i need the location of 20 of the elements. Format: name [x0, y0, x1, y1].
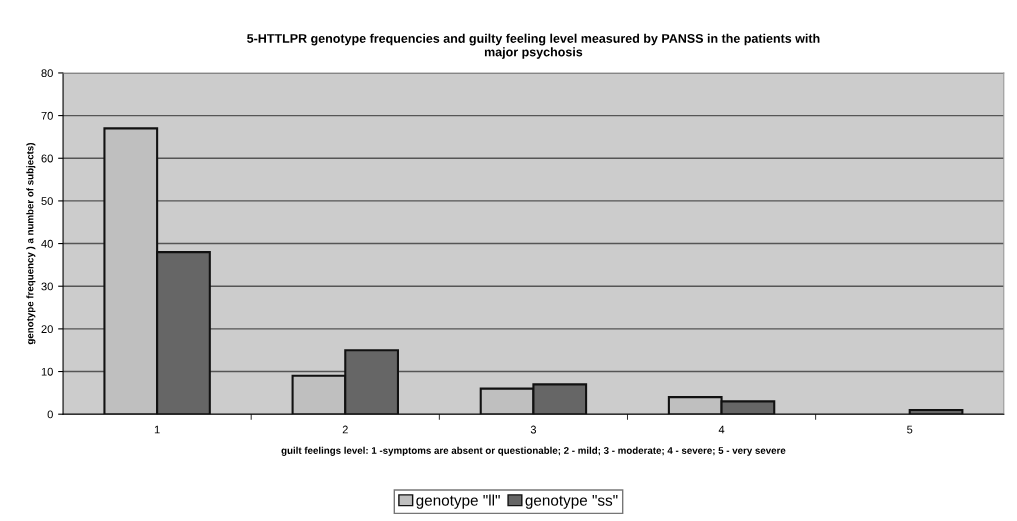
bar — [908, 408, 964, 415]
y-axis-title: genotype frequency ) a number of subjects) — [26, 143, 36, 345]
y-tick-label: 30 — [41, 282, 53, 291]
y-tick-label: 60 — [41, 154, 53, 163]
y-tick-label: 0 — [47, 410, 53, 419]
x-tick-label: 2 — [342, 425, 348, 434]
x-tick-label: 5 — [907, 425, 913, 434]
y-tick-label: 80 — [41, 69, 53, 78]
x-axis-title: guilt feelings level: 1 -symptoms are absent or questionable; 2 - mild; 3 - moderate; 4 - severe; 5 - very severe — [281, 446, 786, 456]
x-tick-label: 3 — [530, 425, 537, 434]
legend-label: genotype "ss" — [525, 495, 618, 509]
chart-title: 5-HTTLPR genotype frequencies and guilty feeling level measured by PANSS in the patients with major psychosis — [247, 33, 820, 59]
y-tick-label: 10 — [41, 367, 53, 376]
y-tick-label: 20 — [41, 325, 53, 334]
x-tick-label: 4 — [718, 425, 725, 434]
y-tick-label: 50 — [41, 197, 53, 206]
x-tick-label: 1 — [154, 425, 160, 434]
y-tick-label: 70 — [41, 111, 53, 120]
legend-label: genotype "ll" — [416, 494, 500, 509]
y-tick-label: 40 — [41, 239, 53, 248]
